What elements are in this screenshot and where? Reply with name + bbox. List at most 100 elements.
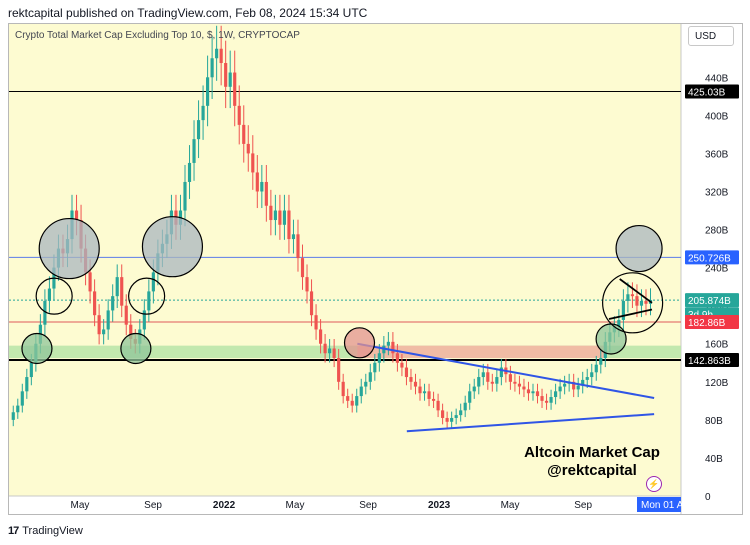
y-tick-label: 240B (705, 264, 729, 275)
candle-body (535, 391, 540, 397)
candle-body (409, 377, 413, 382)
annotation-circle-4 (21, 332, 53, 365)
candle-body (486, 372, 490, 382)
candle-body (142, 310, 146, 330)
candle-body (359, 386, 363, 397)
candle-body (309, 291, 314, 316)
candle-body (305, 277, 309, 292)
x-tick-label: Sep (144, 500, 162, 511)
y-tick-label: 360B (705, 149, 729, 160)
candle-body (445, 417, 449, 422)
candle-body (124, 305, 128, 325)
candle-body (531, 391, 535, 394)
price-label-4: 182.86B (688, 318, 726, 329)
candle-body (300, 258, 305, 278)
watermark-handle: @rektcapital (547, 462, 637, 479)
candle-body (314, 315, 318, 330)
candle-body (468, 391, 472, 403)
candle-body (296, 234, 300, 259)
candle-body (337, 358, 341, 382)
candle-body (377, 353, 381, 363)
candle-body (472, 386, 476, 392)
tradingview-logo-text[interactable]: TradingView (22, 525, 83, 537)
candle-body (427, 391, 431, 399)
candle-body (544, 400, 549, 403)
lightning-bolt-icon[interactable]: ⚡ (646, 476, 662, 492)
candle-body (332, 348, 336, 359)
candle-body (237, 105, 241, 125)
candle-body (273, 210, 277, 221)
x-tick-label: May (286, 500, 305, 511)
candle-body (269, 205, 273, 221)
candle-body (228, 72, 232, 87)
candle-body (341, 381, 345, 397)
candle-body (278, 210, 282, 225)
candle-body (196, 120, 201, 140)
candle-body (463, 402, 467, 411)
candle-body (626, 294, 630, 301)
candle-body (630, 294, 635, 297)
candle-body (25, 377, 29, 392)
candle-body (373, 362, 377, 373)
candle-body (599, 358, 603, 365)
trendline-0 (357, 342, 655, 399)
candle-body (581, 379, 585, 386)
candle-body (617, 319, 621, 327)
candle-body (644, 300, 648, 304)
annotation-circle-1 (141, 216, 204, 278)
currency-button[interactable]: USD (688, 26, 734, 46)
price-label-box-1 (685, 250, 739, 265)
candle-body (594, 364, 598, 373)
price-label-5: 142.863B (688, 356, 731, 367)
cursor-date-label: Mon 01 Apr (641, 500, 693, 511)
y-tick-label: 40B (705, 454, 723, 465)
candle-body (151, 272, 155, 292)
candle-body (368, 372, 372, 382)
candle-body (201, 105, 205, 121)
candle-body (459, 410, 463, 416)
candle-body (246, 143, 250, 154)
candle-body (431, 398, 436, 401)
candle-body (422, 391, 427, 394)
candle-body (323, 343, 327, 354)
watermark-title: Altcoin Market Cap (524, 444, 660, 461)
candle-body (350, 400, 354, 406)
candle-body (264, 181, 268, 206)
chart-canvas[interactable]: 480B440B400B360B320B280B240B200B160B120B… (9, 24, 742, 514)
candle-body (454, 415, 458, 418)
y-tick-label: 120B (705, 378, 729, 389)
candle-body (549, 397, 553, 403)
candle-body (287, 210, 291, 240)
candle-body (187, 162, 192, 182)
annotation-circle-5 (120, 332, 152, 365)
y-tick-label: 80B (705, 416, 723, 427)
y-tick-label: 280B (705, 226, 729, 237)
chart-title: Crypto Total Market Cap Excluding Top 10… (15, 30, 300, 41)
candle-body (554, 391, 558, 398)
candle-body (572, 381, 576, 390)
candle-body (291, 234, 296, 240)
wedge-line-1 (608, 308, 653, 320)
candle-body (477, 377, 481, 387)
trendline-1 (406, 413, 655, 433)
x-tick-label: Sep (574, 500, 592, 511)
candle-body (540, 396, 544, 401)
candle-body (499, 367, 503, 378)
candle-body (233, 72, 237, 106)
candle-body (576, 385, 580, 390)
candle-body (47, 288, 51, 301)
candle-body (481, 372, 485, 378)
candle-body (585, 377, 589, 380)
price-label-0: 425.03B (688, 88, 726, 99)
candle-body (590, 372, 594, 378)
candle-body (450, 417, 454, 422)
candle-body (635, 296, 639, 306)
candle-body (255, 172, 259, 192)
candle-body (206, 77, 210, 106)
x-tick-label: 2023 (428, 500, 451, 511)
candle-body (508, 374, 512, 382)
candle-body (242, 124, 246, 144)
candle-body (115, 277, 119, 297)
cursor-date-box (637, 497, 681, 512)
candle-body (391, 341, 395, 354)
